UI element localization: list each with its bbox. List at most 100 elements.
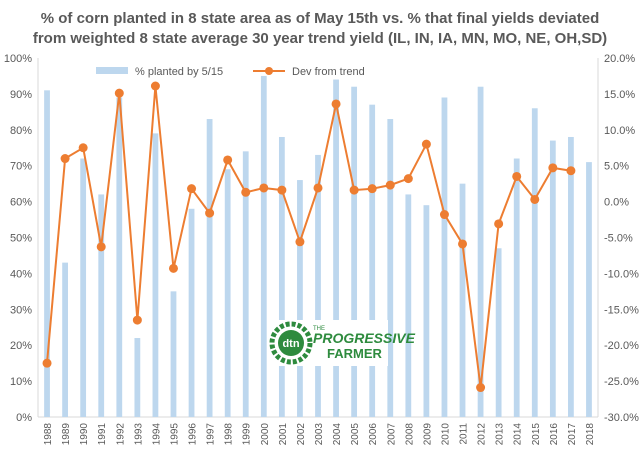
bar (369, 104, 376, 418)
x-axis-tick-label: 2009 (422, 423, 433, 446)
bar (423, 205, 430, 417)
line-point (403, 174, 413, 184)
chart-title-line-1: % of corn planted in 8 state area as of … (40, 10, 600, 27)
line-point (367, 184, 377, 194)
x-axis-tick-label: 2008 (404, 423, 415, 446)
line-point (512, 171, 522, 181)
x-axis-tick-label: 1991 (97, 423, 108, 446)
right-axis-tick-label: 5.0% (604, 161, 629, 173)
logo-badge-text: dtn (282, 338, 299, 350)
chart-axes: 0% 10% 20% 30% 40% 50% 60% 70% 80% 90% 100% -30.0% -… (4, 53, 639, 445)
left-axis-tick-label: 70% (10, 161, 32, 173)
bar-series (44, 75, 592, 418)
line-point (458, 239, 468, 249)
legend-bar-label: % planted by 5/15 (135, 66, 223, 78)
bar (315, 154, 321, 417)
x-axis-tick-label: 2006 (368, 423, 379, 446)
left-axis-tick-label: 100% (4, 53, 32, 65)
right-axis-tick-label: -25.0% (604, 376, 639, 388)
right-axis-tick-label: -5.0% (604, 233, 633, 245)
left-axis-tick-label: 60% (10, 197, 32, 209)
bar (513, 158, 520, 417)
x-axis-tick-label: 1998 (224, 423, 235, 446)
x-axis-tick-label: 1989 (61, 423, 72, 446)
line-point (530, 194, 540, 204)
bar (206, 119, 213, 417)
chart-legend: % planted by 5/15 Dev from trend (96, 66, 365, 78)
left-axis-tick-label: 80% (10, 125, 32, 137)
line-point (439, 210, 449, 220)
bar (441, 97, 448, 418)
bar (242, 151, 249, 417)
bar (297, 180, 303, 417)
x-axis-tick-label: 1999 (242, 423, 253, 446)
x-axis-tick-label: 2013 (495, 423, 506, 446)
right-axis-tick-label: 15.0% (604, 89, 635, 101)
right-axis-tick-label: -30.0% (604, 412, 639, 424)
x-axis-tick-label: 2016 (549, 423, 560, 446)
left-axis-tick-label: 10% (10, 376, 32, 388)
line-point (494, 219, 504, 229)
bar (459, 183, 466, 417)
line-point (421, 139, 431, 149)
line-point (114, 88, 124, 98)
bar (586, 162, 592, 417)
x-axis-tick-label: 2012 (477, 423, 488, 446)
logo-badge (278, 330, 304, 356)
line-series (42, 81, 576, 393)
line-point (60, 154, 70, 164)
x-axis-tick-label: 2003 (314, 423, 325, 446)
right-axis-tick-label: -15.0% (604, 304, 639, 316)
line-point (187, 184, 197, 194)
bar (333, 79, 339, 417)
left-axis-tick-label: 50% (10, 233, 32, 245)
x-axis-tick-label: 2015 (531, 423, 542, 446)
line-point (331, 99, 341, 109)
x-axis-tick-label: 1997 (206, 423, 217, 446)
x-axis-tick-label: 2017 (567, 423, 578, 446)
x-axis-tick-label: 1995 (169, 423, 180, 446)
bar (224, 169, 231, 417)
logo-brand-line1: PROGRESSIVE (313, 330, 416, 346)
x-axis-tick-label: 1993 (133, 423, 144, 446)
bar (405, 194, 412, 417)
legend-line-marker (265, 67, 273, 75)
chart-title-line-2: from weighted 8 state average 30 year tr… (32, 30, 608, 47)
right-axis-tick-label: -10.0% (604, 268, 639, 280)
x-axis-tick-label: 2014 (513, 423, 524, 446)
x-axis-tick-label: 2018 (585, 423, 596, 446)
x-axis-tick-label: 2001 (278, 423, 289, 446)
left-axis-tick-label: 90% (10, 89, 32, 101)
logo-brand-line2: FARMER (327, 346, 383, 361)
line-point (295, 237, 305, 247)
left-axis-tick-label: 30% (10, 304, 32, 316)
line-point (349, 185, 359, 195)
line-point (205, 208, 215, 218)
x-axis-tick-label: 2007 (386, 423, 397, 446)
x-axis-tick-label: 1996 (188, 423, 199, 446)
right-axis-tick-label: -20.0% (604, 340, 639, 352)
left-axis-tick-label: 40% (10, 268, 32, 280)
line-point (132, 315, 142, 325)
left-axis-tick-label: 20% (10, 340, 32, 352)
legend-line-label: Dev from trend (292, 66, 365, 78)
line-point (42, 358, 52, 368)
x-axis-tick-label: 1992 (115, 423, 126, 446)
line-point (313, 183, 323, 193)
line-point (96, 242, 106, 252)
x-axis-tick-label: 2005 (350, 423, 361, 446)
dtn-progressive-farmer-logo: dtn THE PROGRESSIVE FARMER (268, 320, 416, 366)
bar (278, 136, 285, 418)
right-axis-tick-label: 0.0% (604, 197, 629, 209)
line-point (566, 166, 576, 176)
legend-bar-swatch (96, 67, 128, 74)
logo-brand-top: THE (313, 326, 325, 332)
bar (116, 97, 123, 418)
bar (387, 119, 394, 417)
line-point (241, 187, 251, 197)
line-point (476, 383, 486, 393)
bar (477, 86, 484, 417)
line-point (78, 143, 88, 153)
